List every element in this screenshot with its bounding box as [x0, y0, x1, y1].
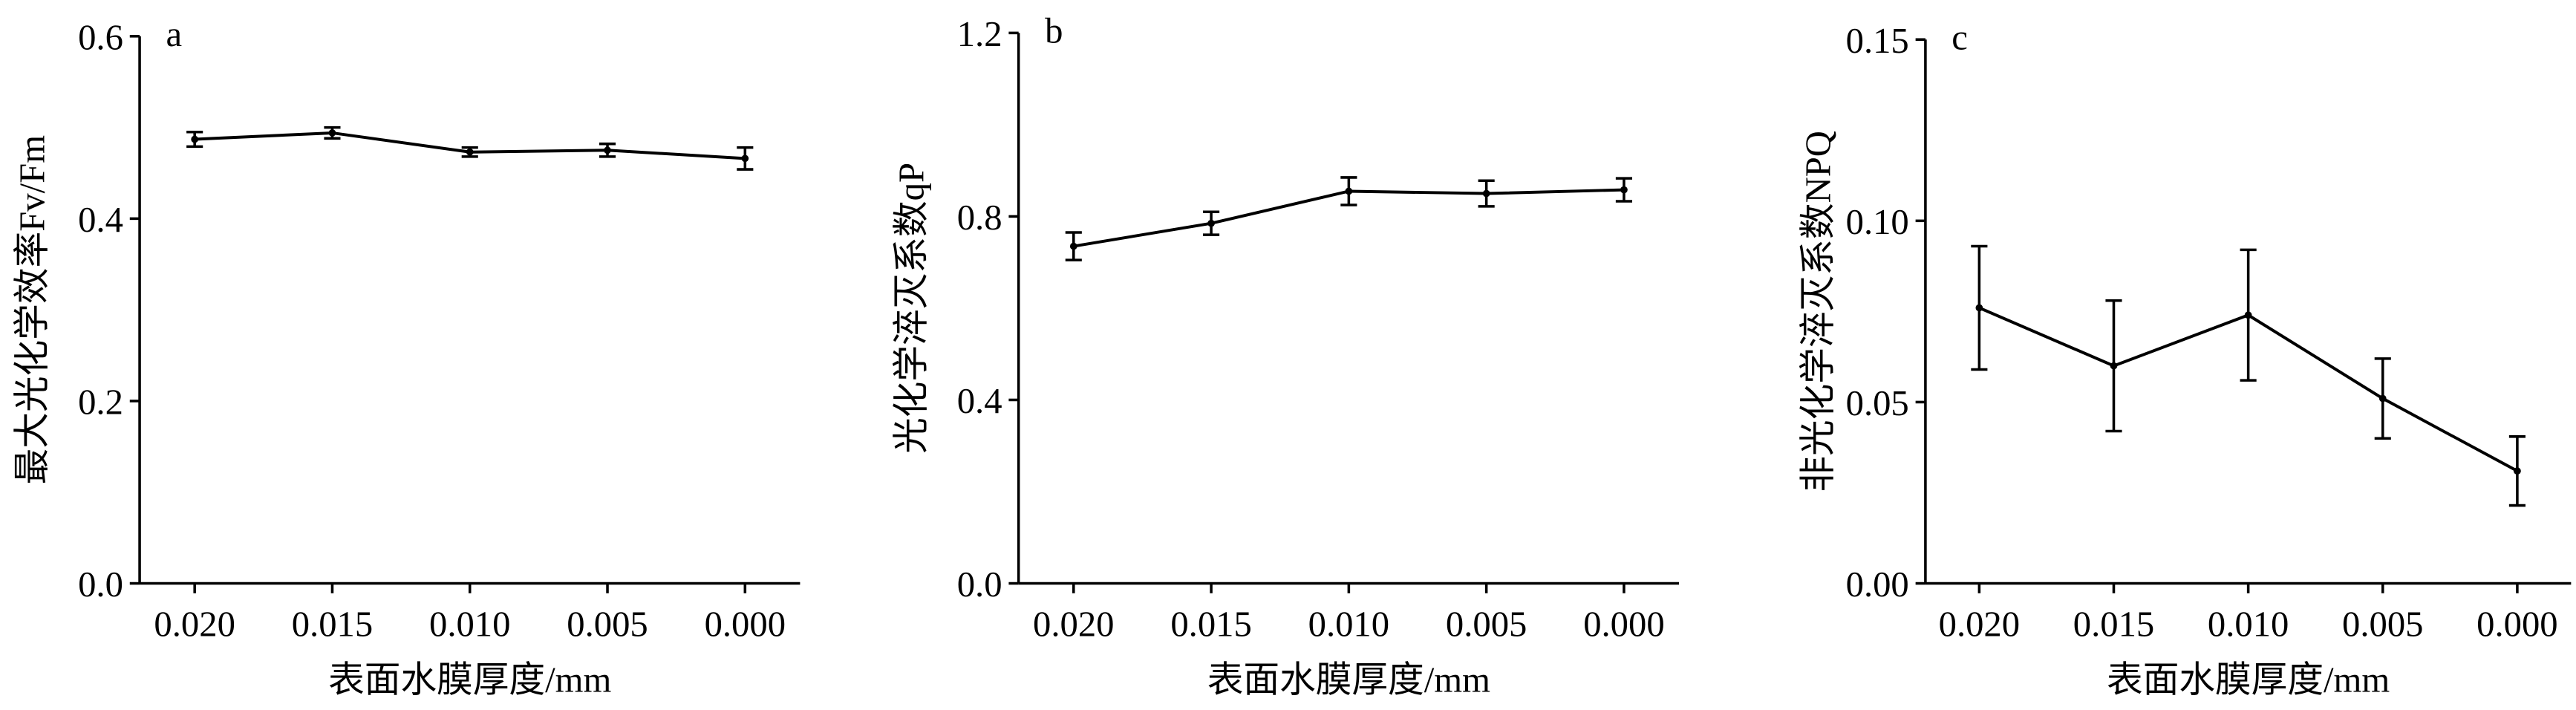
y-tick-label: 0.4	[957, 381, 1002, 421]
data-point	[466, 148, 474, 156]
data-point	[1620, 186, 1628, 194]
y-tick-label: 1.2	[957, 14, 1002, 54]
data-point	[1207, 219, 1215, 227]
y-tick-label: 0.05	[1846, 383, 1909, 423]
data-point	[1345, 187, 1353, 195]
y-tick-label: 0.0	[957, 564, 1002, 605]
data-point	[2110, 362, 2118, 370]
x-tick-label: 0.005	[1446, 604, 1527, 644]
data-point	[2514, 467, 2521, 475]
x-tick-label: 0.005	[2342, 604, 2423, 644]
y-tick-label: 0.00	[1846, 564, 1909, 605]
x-tick-label: 0.005	[567, 604, 648, 644]
x-tick-label: 0.020	[1033, 604, 1114, 644]
x-tick-label: 0.020	[154, 604, 235, 644]
y-tick-label: 0.10	[1846, 202, 1909, 242]
x-tick-label: 0.000	[1583, 604, 1664, 644]
y-tick-label: 0.4	[78, 200, 123, 240]
y-tick-label: 0.15	[1846, 21, 1909, 61]
data-point	[1482, 189, 1490, 198]
x-axis-label: 表面水膜厚度/mm	[1207, 660, 1490, 700]
y-tick-label: 0.8	[957, 198, 1002, 238]
y-axis-label: 光化学淬灭系数qP	[891, 163, 931, 454]
data-point	[1975, 304, 1983, 312]
x-axis-label: 表面水膜厚度/mm	[2107, 660, 2390, 700]
panel-label: c	[1951, 17, 1968, 57]
x-tick-label: 0.010	[1308, 604, 1389, 644]
x-tick-label: 0.015	[292, 604, 373, 644]
x-tick-label: 0.000	[2476, 604, 2557, 644]
x-tick-label: 0.015	[2073, 604, 2154, 644]
x-tick-label: 0.000	[705, 604, 786, 644]
data-point	[2378, 394, 2387, 403]
x-tick-label: 0.020	[1939, 604, 2020, 644]
panel-label: a	[166, 14, 182, 54]
data-point	[2244, 311, 2252, 319]
data-point	[191, 135, 199, 143]
y-tick-label: 0.0	[78, 564, 123, 605]
x-tick-label: 0.010	[429, 604, 510, 644]
y-tick-label: 0.6	[78, 17, 123, 57]
data-point	[328, 129, 336, 137]
x-axis-label: 表面水膜厚度/mm	[328, 660, 611, 700]
x-tick-label: 0.015	[1170, 604, 1251, 644]
panel-label: b	[1045, 11, 1063, 51]
data-point	[1069, 242, 1077, 250]
y-axis-label: 非光化学淬灭系数NPQ	[1799, 131, 1839, 492]
data-point	[604, 146, 611, 154]
y-axis-label: 最大光化学效率Fv/Fm	[13, 135, 53, 485]
data-point	[741, 154, 749, 163]
y-tick-label: 0.2	[78, 382, 123, 423]
x-tick-label: 0.010	[2208, 604, 2289, 644]
